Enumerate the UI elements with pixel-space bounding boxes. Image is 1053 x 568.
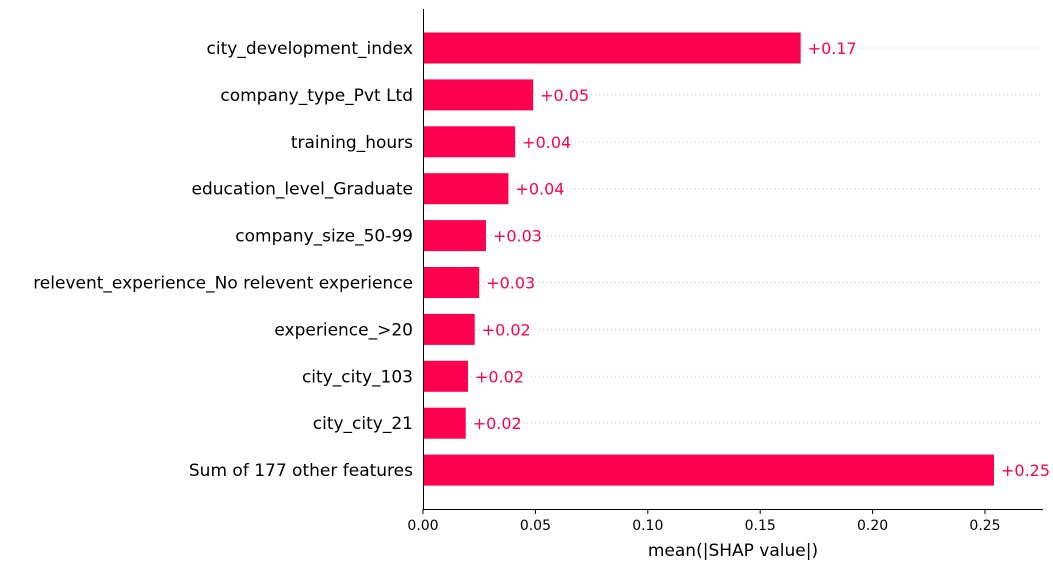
value-label: +0.05	[540, 86, 589, 105]
bars	[423, 32, 994, 486]
value-label: +0.02	[473, 414, 522, 433]
feature-label: company_size_50-99	[235, 227, 413, 247]
feature-label: company_type_Pvt Ltd	[220, 86, 413, 106]
feature-label: city_city_103	[302, 367, 413, 387]
value-label: +0.04	[522, 133, 571, 152]
bar	[423, 267, 480, 298]
feature-label: training_hours	[291, 133, 413, 153]
value-label: +0.17	[808, 39, 857, 58]
bar	[423, 360, 468, 392]
bar	[423, 313, 475, 345]
bar	[423, 407, 466, 439]
x-tick-label: 0.00	[407, 518, 438, 534]
value-label: +0.02	[475, 367, 524, 386]
x-tick-label: 0.25	[969, 518, 1000, 534]
value-label: +0.25	[1001, 461, 1050, 480]
value-label: +0.04	[515, 180, 564, 199]
feature-label: Sum of 177 other features	[189, 461, 413, 481]
x-axis-title: mean(|SHAP value|)	[648, 541, 818, 561]
feature-labels: city_development_index company_type_Pvt L…	[33, 39, 413, 481]
row-guides	[423, 47, 1043, 471]
feature-label: experience_>20	[274, 320, 413, 340]
x-tick-label: 0.15	[745, 518, 776, 534]
x-tick-label: 0.10	[632, 518, 663, 534]
x-axis-ticks: 0.00 0.05 0.10 0.15 0.20 0.25	[407, 509, 1001, 534]
bar	[423, 454, 994, 486]
value-label: +0.02	[482, 320, 531, 339]
bar	[423, 79, 534, 111]
feature-label: city_development_index	[207, 39, 413, 59]
feature-label: city_city_21	[313, 414, 413, 434]
value-label: +0.03	[486, 274, 535, 293]
x-tick-label: 0.05	[520, 518, 551, 534]
x-tick-label: 0.20	[857, 518, 888, 534]
value-label: +0.03	[493, 227, 542, 246]
bar	[423, 32, 801, 64]
feature-label: education_level_Graduate	[192, 180, 413, 200]
bar	[423, 126, 516, 158]
bar	[423, 173, 509, 205]
feature-label: relevent_experience_No relevent experien…	[33, 274, 413, 294]
value-labels: +0.17 +0.05 +0.04 +0.04 +0.03 +0.03 +0.02 +0.02…	[473, 39, 1050, 480]
bar	[423, 220, 486, 252]
